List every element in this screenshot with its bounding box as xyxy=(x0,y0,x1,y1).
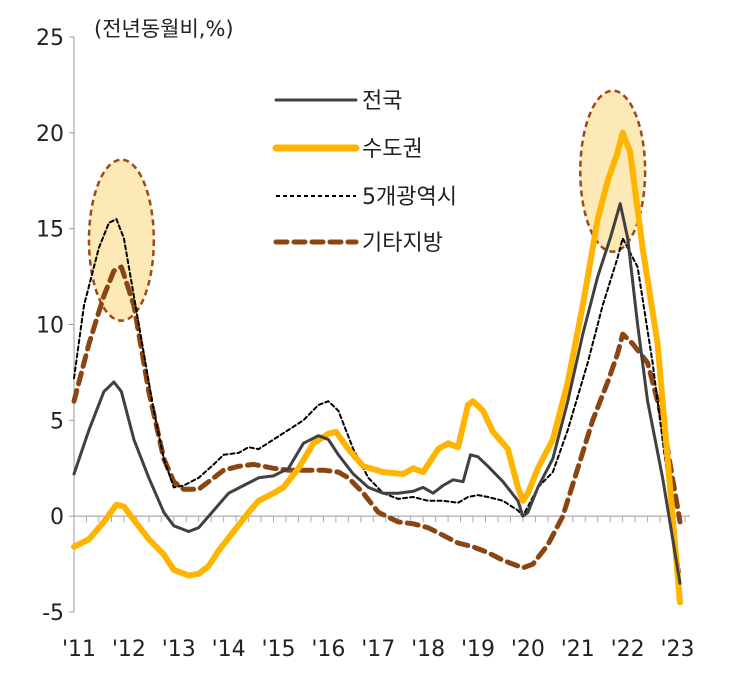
y-tick-label: 5 xyxy=(50,409,64,434)
y-tick-label: 10 xyxy=(36,314,64,339)
y-tick-label: 25 xyxy=(36,26,64,51)
x-tick-label: '12 xyxy=(112,637,146,662)
x-tick-label: '15 xyxy=(261,637,295,662)
x-tick-label: '11 xyxy=(62,637,96,662)
x-tick-label: '19 xyxy=(461,637,495,662)
axes: -5 0 5 10 15 20 25 '11 '12 '13 '14 '15 '16 '17 '18 '19 '… xyxy=(36,26,695,662)
x-tick-label: '16 xyxy=(311,637,345,662)
x-tick-label: '21 xyxy=(561,637,595,662)
legend-label-4: 기타지방 xyxy=(362,231,443,256)
legend-label-2: 수도권 xyxy=(362,137,423,162)
series-line-2 xyxy=(71,129,683,606)
x-tick-label: '23 xyxy=(661,637,695,662)
y-tick-label: 0 xyxy=(50,505,64,530)
x-tick-label: '20 xyxy=(511,637,545,662)
x-tick-label: '13 xyxy=(162,637,196,662)
y-tick-label: -5 xyxy=(42,601,64,626)
x-tick-label: '18 xyxy=(411,637,445,662)
x-tick-label: '17 xyxy=(361,637,395,662)
y-tick-label: 20 xyxy=(36,122,64,147)
unit-label: (전년동월비,%) xyxy=(94,17,234,41)
highlight-circle-1 xyxy=(87,158,156,322)
series-lines xyxy=(71,129,683,606)
x-tick-label: '14 xyxy=(212,637,246,662)
series-line-4 xyxy=(71,264,683,571)
y-tick-label: 15 xyxy=(36,218,64,243)
highlight-circles xyxy=(87,89,647,322)
legend-label-1: 전국 xyxy=(362,89,402,114)
series-line-1 xyxy=(72,202,682,585)
x-tick-label: '22 xyxy=(611,637,645,662)
legend-label-3: 5개광역시 xyxy=(362,185,457,210)
